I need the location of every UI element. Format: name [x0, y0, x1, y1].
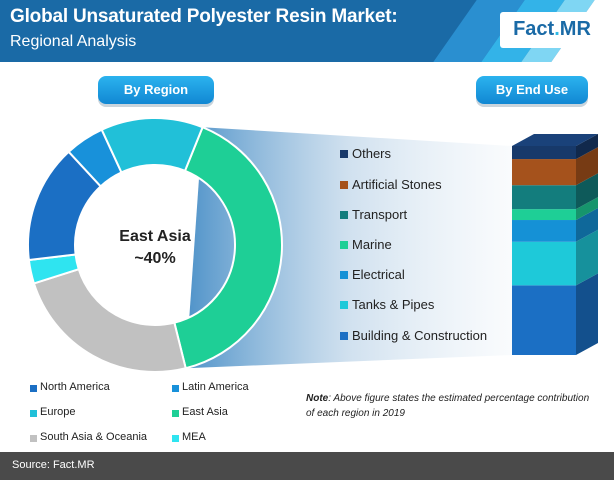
bar-segment-side	[576, 147, 598, 186]
chart-note: Note: Above figure states the estimated …	[306, 391, 596, 421]
legend-swatch	[340, 211, 348, 219]
bar-segment-front	[512, 159, 576, 186]
bar-segment-front	[512, 241, 576, 286]
donut-slice-south-asia-oceania	[32, 267, 187, 373]
center-region: East Asia	[119, 228, 191, 245]
bar-segment-front	[512, 209, 576, 221]
legend-swatch	[30, 385, 37, 392]
legend-east-asia: East Asia	[182, 406, 228, 418]
bar-segment-side	[576, 197, 598, 221]
donut-center-label: East Asia ~40%	[80, 226, 230, 270]
donut-slice-europe	[100, 117, 204, 174]
bar-segment-artificial-stones	[512, 147, 598, 186]
bar-segment-side	[576, 173, 598, 210]
bar-segment-front	[512, 146, 576, 160]
legend-south-asia-oceania: South Asia & Oceania	[40, 431, 148, 443]
bar-segment-transport	[512, 173, 598, 210]
legend-europe: Europe	[40, 406, 76, 418]
donut-slice-east-asia	[173, 125, 283, 370]
legend-swatch	[172, 410, 179, 417]
note-prefix: Note	[306, 393, 329, 404]
legend-swatch	[340, 241, 348, 249]
bar-segment-tanks-pipes	[512, 229, 598, 286]
bar-segment-side	[576, 273, 598, 355]
end-use-stacked-bar	[512, 134, 598, 355]
source-text: Source: Fact.MR	[12, 459, 95, 471]
bar-top-face	[512, 134, 598, 146]
legend-swatch	[340, 332, 348, 340]
bar-segment-side	[576, 229, 598, 286]
legend-latin-america: Latin America	[182, 381, 249, 393]
end-use-label-electrical: Electrical	[352, 267, 405, 282]
region-donut-chart	[27, 117, 283, 373]
center-share: ~40%	[134, 250, 176, 267]
logo-dot: .	[554, 18, 560, 40]
end-use-label-artificial-stones: Artificial Stones	[352, 177, 442, 192]
fact-mr-logo: Fact.MR	[500, 12, 604, 48]
bar-segment-electrical	[512, 208, 598, 242]
end-use-label-tanks-pipes: Tanks & Pipes	[352, 297, 435, 312]
legend-swatch	[172, 435, 179, 442]
legend-swatch	[30, 435, 37, 442]
bar-segment-others	[512, 134, 598, 160]
bar-segment-front	[512, 285, 576, 355]
end-use-label-building-construction: Building & Construction	[352, 328, 488, 343]
end-use-label-marine: Marine	[352, 237, 392, 252]
logo-main: Fact	[513, 18, 555, 40]
legend-north-america: North America	[40, 381, 110, 393]
legend-swatch	[340, 271, 348, 279]
bar-segment-building-construction	[512, 273, 598, 355]
legend-swatch	[340, 150, 348, 158]
logo-suffix: MR	[559, 18, 591, 40]
legend-swatch	[340, 301, 348, 309]
page-subtitle: Regional Analysis	[10, 33, 137, 50]
footer-bar: Source: Fact.MR	[0, 452, 614, 480]
end-use-label-transport: Transport	[352, 207, 408, 222]
bar-segment-side	[576, 134, 598, 160]
legend-mea: MEA	[182, 431, 206, 443]
bar-segment-front	[512, 220, 576, 242]
legend-swatch	[30, 410, 37, 417]
bar-segment-side	[576, 208, 598, 242]
by-end-use-pill: By End Use	[476, 76, 588, 104]
logo-text: Fact.MR	[500, 18, 604, 41]
bar-segment-marine	[512, 197, 598, 221]
end-use-label-others: Others	[352, 146, 392, 161]
header-banner: Global Unsaturated Polyester Resin Marke…	[0, 0, 614, 62]
bar-segment-front	[512, 185, 576, 210]
legend-swatch	[172, 385, 179, 392]
legend-swatch	[340, 181, 348, 189]
page-title: Global Unsaturated Polyester Resin Marke…	[10, 6, 398, 27]
note-text: : Above figure states the estimated perc…	[306, 393, 590, 419]
by-region-pill: By Region	[98, 76, 214, 104]
